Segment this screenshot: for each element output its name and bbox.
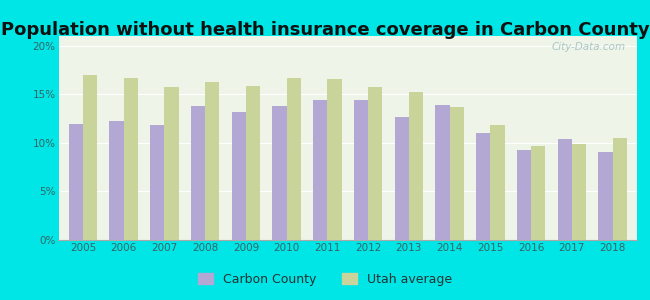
Bar xyxy=(246,85,260,240)
Text: Population without health insurance coverage in Carbon County: Population without health insurance cove… xyxy=(1,21,649,39)
Bar xyxy=(395,117,409,240)
Bar xyxy=(313,100,328,240)
Bar xyxy=(83,75,98,240)
Bar xyxy=(572,144,586,240)
Bar xyxy=(124,78,138,240)
Bar xyxy=(272,106,287,240)
Bar xyxy=(287,78,301,240)
Bar xyxy=(354,100,368,240)
Bar xyxy=(436,105,450,240)
Bar xyxy=(409,92,423,240)
Bar xyxy=(612,138,627,240)
Bar xyxy=(450,107,464,240)
Bar xyxy=(476,133,490,240)
Bar xyxy=(328,79,342,240)
Bar xyxy=(517,150,531,240)
Bar xyxy=(598,152,612,240)
Bar xyxy=(164,88,179,240)
Bar xyxy=(109,122,124,240)
Bar xyxy=(490,125,504,240)
Bar xyxy=(368,88,382,240)
Bar xyxy=(69,124,83,240)
Text: City-Data.com: City-Data.com xyxy=(551,42,625,52)
Bar xyxy=(231,112,246,240)
Bar xyxy=(150,125,164,240)
Bar xyxy=(531,146,545,240)
Bar xyxy=(191,106,205,240)
Bar xyxy=(205,82,220,240)
Legend: Carbon County, Utah average: Carbon County, Utah average xyxy=(193,268,457,291)
Bar xyxy=(558,139,572,240)
